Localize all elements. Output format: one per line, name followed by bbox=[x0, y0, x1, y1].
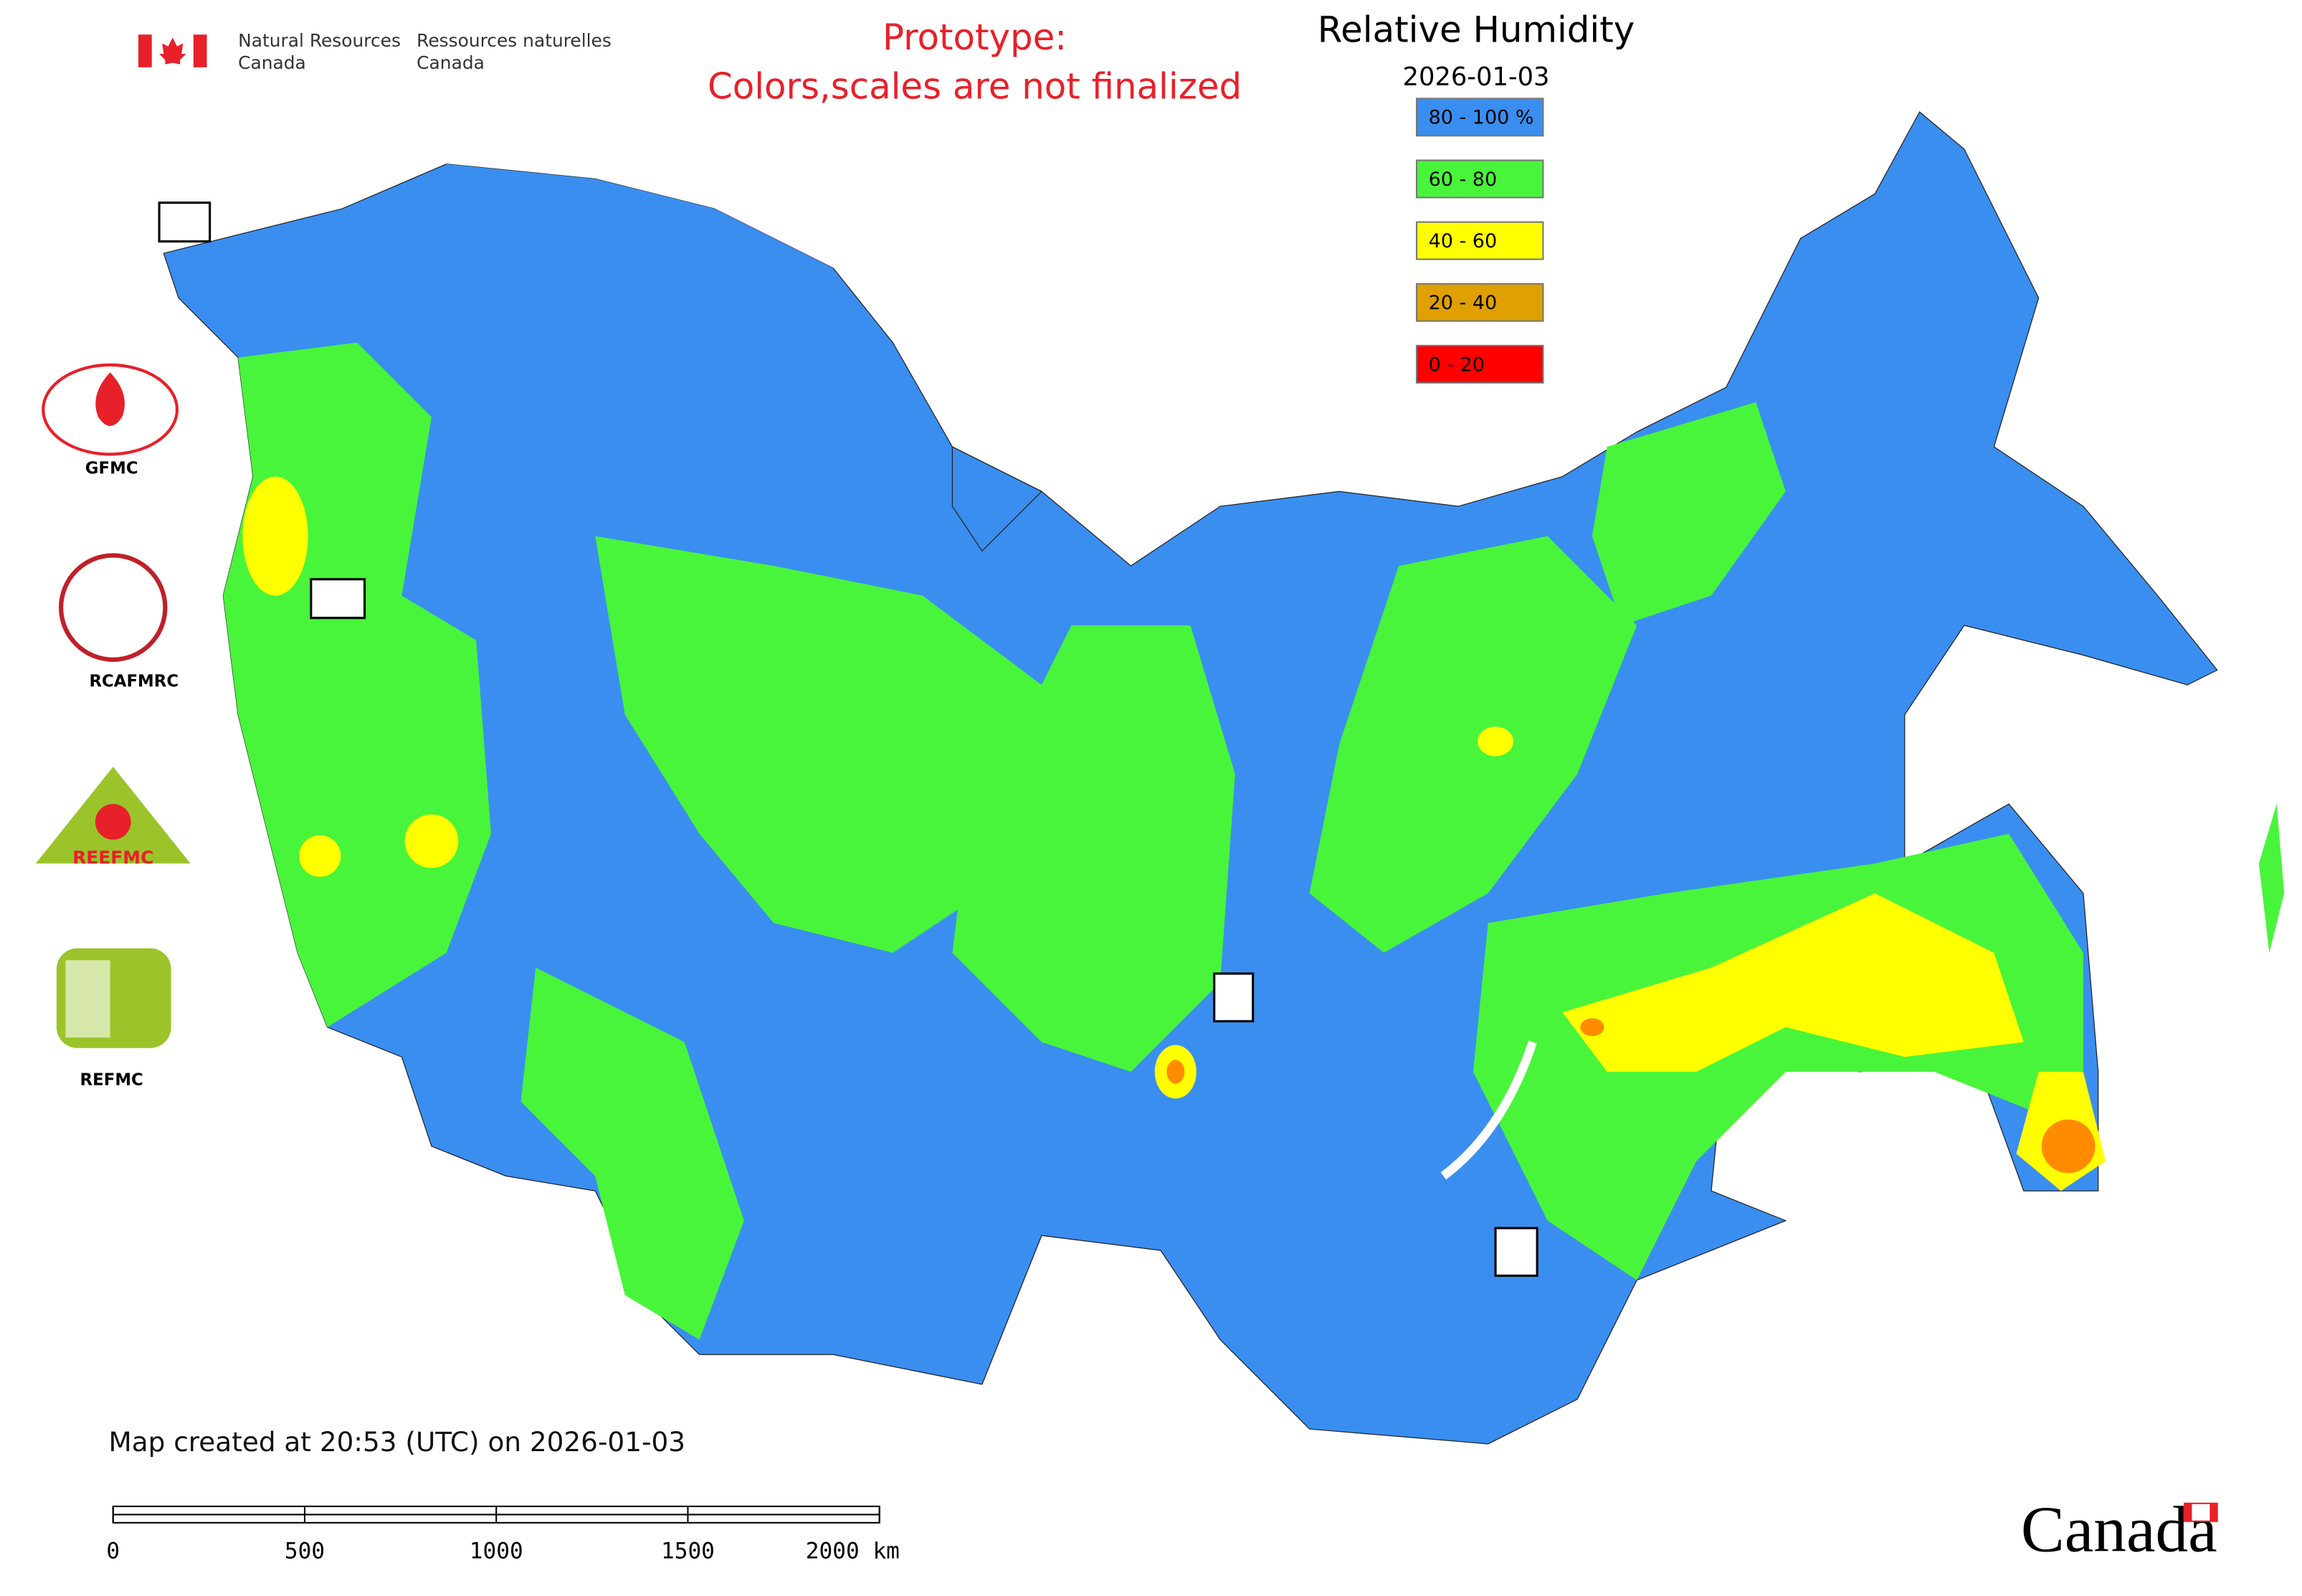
reefmc-logo bbox=[95, 804, 131, 840]
scale-bar: 0 500 1000 1500 2000 km bbox=[106, 1505, 900, 1564]
land-very-dry bbox=[1580, 1018, 1604, 1037]
marker bbox=[158, 201, 211, 243]
wordmark-flag bbox=[2184, 1503, 2192, 1521]
scale-label: 1000 bbox=[470, 1539, 523, 1564]
refmc-logo bbox=[65, 960, 110, 1038]
map-date: 2026-01-03 bbox=[1403, 62, 1550, 92]
legend: 80 - 100 % 60 - 80 40 - 60 20 - 40 0 - 20 bbox=[1415, 98, 1544, 384]
legend-label: 60 - 80 bbox=[1429, 168, 1498, 191]
legend-swatch bbox=[1415, 282, 1544, 322]
land-dry bbox=[299, 835, 341, 878]
land-dry bbox=[1478, 726, 1513, 756]
land-moist bbox=[595, 536, 1042, 953]
gfmc-logo bbox=[95, 372, 125, 427]
logo-label: RCAFMRC bbox=[89, 672, 179, 690]
gfmc-logo bbox=[42, 363, 179, 456]
rcafmrc-logo bbox=[58, 553, 168, 662]
scale-label: 0 bbox=[106, 1539, 120, 1564]
agency-en: Canada bbox=[238, 52, 306, 73]
marker bbox=[1494, 1227, 1538, 1277]
scale-label: 2000 km bbox=[806, 1539, 900, 1564]
legend-swatch bbox=[1415, 221, 1544, 260]
map-title: Relative Humidity bbox=[1318, 9, 1635, 51]
legend-label: 80 - 100 % bbox=[1429, 107, 1534, 129]
legend-swatch bbox=[1415, 159, 1544, 199]
marker bbox=[1213, 972, 1255, 1022]
agency-en: Natural Resources bbox=[238, 30, 401, 51]
notice: Prototype: bbox=[883, 16, 1067, 58]
legend-label: 40 - 60 bbox=[1429, 230, 1498, 252]
agency-fr: Canada bbox=[417, 52, 485, 73]
legend-label: 0 - 20 bbox=[1429, 353, 1485, 376]
notice: Colors,scales are not finalized bbox=[708, 65, 1242, 107]
logos: GFMC RCAFMRC REEFMC REFMC bbox=[35, 363, 191, 1090]
lake-baikal bbox=[1440, 1040, 1537, 1180]
marker bbox=[310, 578, 366, 619]
station-markers bbox=[158, 201, 1538, 1277]
scale-label: 500 bbox=[285, 1539, 325, 1564]
logo-label: GFMC bbox=[85, 460, 138, 478]
land-moist bbox=[952, 625, 1235, 1072]
logo-label: REFMC bbox=[80, 1071, 143, 1090]
island bbox=[2258, 804, 2285, 953]
land-moist bbox=[1592, 402, 1786, 626]
land-humid bbox=[401, 163, 834, 447]
legend-swatch bbox=[1415, 98, 1544, 137]
land-very-dry bbox=[2041, 1119, 2096, 1174]
land-dry bbox=[404, 814, 459, 868]
flag-bar bbox=[138, 34, 152, 67]
island bbox=[951, 446, 1042, 552]
map bbox=[163, 111, 2285, 1445]
nrcan-signature: Natural Resources Canada Ressources natu… bbox=[138, 30, 612, 73]
land-moist bbox=[520, 967, 744, 1340]
created-note: Map created at 20:53 (UTC) on 2026-01-03 bbox=[109, 1426, 685, 1458]
logo-label: REEFMC bbox=[72, 847, 153, 868]
land-very-dry bbox=[1166, 1060, 1185, 1084]
legend-label: 20 - 40 bbox=[1429, 292, 1498, 314]
land-dry bbox=[242, 476, 308, 596]
flag-bar bbox=[193, 34, 207, 67]
maple-leaf bbox=[159, 37, 186, 65]
scale-label: 1500 bbox=[661, 1539, 715, 1564]
wordmark-flag bbox=[2210, 1503, 2217, 1521]
legend-swatch bbox=[1415, 344, 1544, 384]
land-dry bbox=[1562, 893, 2024, 1072]
land-moist bbox=[1309, 536, 1637, 953]
agency-fr: Ressources naturelles bbox=[417, 30, 612, 51]
